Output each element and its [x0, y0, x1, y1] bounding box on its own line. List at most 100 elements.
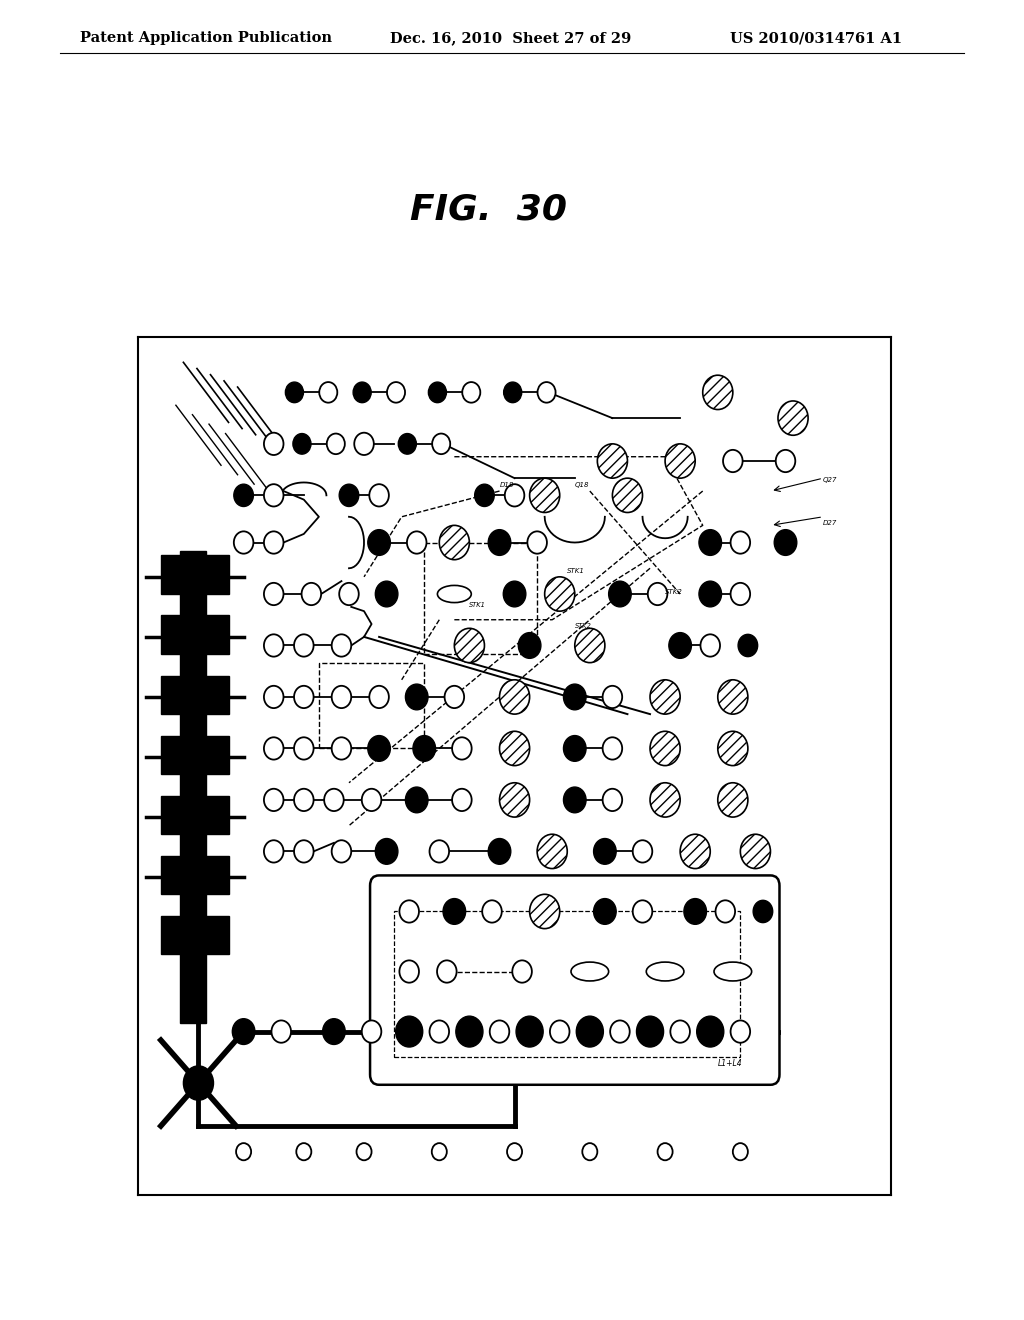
Circle shape [456, 1016, 483, 1047]
Circle shape [602, 789, 623, 810]
Bar [179, 615, 206, 655]
Circle shape [332, 738, 351, 759]
Text: Patent Application Publication: Patent Application Publication [80, 30, 332, 45]
Circle shape [455, 628, 484, 663]
Text: STK2: STK2 [666, 589, 683, 595]
Bar [179, 855, 206, 895]
Bar [179, 796, 206, 834]
Circle shape [500, 680, 529, 714]
Bar [179, 735, 206, 774]
FancyBboxPatch shape [370, 875, 779, 1085]
Circle shape [443, 899, 466, 924]
Circle shape [723, 450, 742, 473]
Circle shape [325, 789, 344, 810]
Circle shape [319, 381, 337, 403]
Bar [179, 676, 206, 714]
Circle shape [294, 738, 313, 759]
Bar [161, 796, 228, 834]
Circle shape [296, 1143, 311, 1160]
Circle shape [398, 433, 417, 454]
Circle shape [264, 484, 284, 507]
Ellipse shape [714, 962, 752, 981]
Circle shape [527, 532, 547, 553]
Circle shape [507, 1143, 522, 1160]
Circle shape [774, 529, 797, 556]
Circle shape [648, 583, 668, 605]
Text: D18: D18 [500, 482, 514, 488]
Circle shape [563, 684, 586, 710]
Text: STK2: STK2 [574, 623, 592, 630]
Circle shape [294, 635, 313, 656]
Circle shape [475, 484, 495, 507]
Circle shape [503, 581, 526, 607]
Circle shape [387, 381, 406, 403]
Circle shape [339, 484, 358, 507]
Circle shape [482, 900, 502, 923]
Circle shape [339, 583, 358, 605]
Bar [424, 543, 538, 655]
Circle shape [718, 731, 748, 766]
Circle shape [293, 433, 311, 454]
Circle shape [583, 1143, 597, 1160]
Circle shape [370, 484, 389, 507]
Circle shape [233, 484, 253, 507]
Circle shape [504, 381, 521, 403]
Circle shape [237, 1143, 251, 1160]
Circle shape [264, 686, 284, 708]
Bar [161, 556, 228, 594]
Circle shape [232, 1019, 255, 1044]
Circle shape [327, 433, 345, 454]
Circle shape [452, 789, 472, 810]
Circle shape [407, 532, 427, 553]
Circle shape [696, 1016, 724, 1047]
Circle shape [529, 478, 560, 512]
Circle shape [740, 834, 770, 869]
Circle shape [776, 450, 796, 473]
Bar [394, 911, 740, 1057]
Circle shape [294, 789, 313, 810]
Circle shape [399, 900, 419, 923]
Circle shape [718, 783, 748, 817]
Text: STK1: STK1 [469, 602, 486, 609]
Bar [161, 916, 228, 954]
Circle shape [716, 900, 735, 923]
Circle shape [666, 444, 695, 478]
Circle shape [680, 834, 711, 869]
Circle shape [264, 433, 284, 455]
Circle shape [323, 1019, 345, 1044]
Circle shape [563, 787, 586, 813]
Bar [161, 855, 228, 895]
Circle shape [612, 478, 642, 512]
Circle shape [550, 1020, 569, 1043]
Circle shape [406, 787, 428, 813]
Circle shape [462, 381, 480, 403]
Circle shape [370, 686, 389, 708]
Text: FIG.  30: FIG. 30 [410, 193, 567, 227]
Circle shape [650, 731, 680, 766]
Circle shape [332, 841, 351, 862]
Circle shape [332, 635, 351, 656]
Text: D27: D27 [823, 520, 838, 527]
Ellipse shape [571, 962, 608, 981]
Circle shape [428, 381, 446, 403]
Circle shape [488, 838, 511, 865]
Ellipse shape [437, 586, 471, 602]
Circle shape [489, 1020, 509, 1043]
Circle shape [271, 1020, 291, 1043]
Circle shape [437, 961, 457, 982]
Circle shape [753, 900, 773, 923]
Circle shape [452, 738, 472, 759]
Circle shape [406, 684, 428, 710]
Circle shape [432, 1143, 446, 1160]
Bar [161, 676, 228, 714]
Text: Q27: Q27 [823, 478, 838, 483]
Circle shape [500, 731, 529, 766]
Circle shape [395, 1016, 423, 1047]
Circle shape [294, 686, 313, 708]
Ellipse shape [646, 962, 684, 981]
Circle shape [778, 401, 808, 436]
Circle shape [538, 381, 556, 403]
Circle shape [718, 680, 748, 714]
Circle shape [684, 899, 707, 924]
Circle shape [301, 583, 322, 605]
